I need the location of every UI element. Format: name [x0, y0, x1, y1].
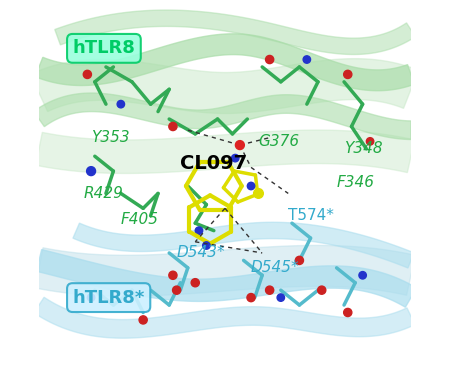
Circle shape — [83, 70, 91, 78]
Circle shape — [295, 256, 303, 264]
Circle shape — [169, 122, 177, 131]
Circle shape — [172, 286, 181, 294]
Circle shape — [169, 271, 177, 279]
Circle shape — [359, 272, 366, 279]
Circle shape — [202, 242, 210, 249]
Text: R429: R429 — [84, 186, 123, 201]
Circle shape — [303, 56, 310, 63]
Text: D543*: D543* — [177, 246, 225, 260]
Text: F405: F405 — [121, 212, 159, 227]
Text: D545*: D545* — [251, 260, 300, 275]
Circle shape — [235, 141, 244, 150]
Circle shape — [344, 308, 352, 317]
Text: Y353: Y353 — [91, 130, 130, 145]
Circle shape — [277, 294, 284, 301]
Text: T574*: T574* — [288, 208, 334, 223]
Polygon shape — [34, 297, 415, 338]
Circle shape — [86, 167, 95, 176]
Polygon shape — [35, 246, 415, 296]
Polygon shape — [34, 93, 411, 140]
Circle shape — [247, 294, 255, 302]
Text: hTLR8*: hTLR8* — [72, 289, 145, 307]
Polygon shape — [36, 130, 414, 173]
Polygon shape — [35, 34, 414, 91]
Text: CL097: CL097 — [180, 154, 248, 173]
Circle shape — [87, 294, 95, 301]
Circle shape — [266, 286, 274, 294]
Polygon shape — [73, 222, 414, 268]
Circle shape — [117, 100, 125, 108]
Circle shape — [318, 286, 326, 294]
Circle shape — [195, 227, 203, 234]
Circle shape — [248, 182, 255, 190]
Circle shape — [191, 279, 199, 287]
Circle shape — [344, 70, 352, 78]
Text: Y348: Y348 — [344, 141, 382, 156]
Polygon shape — [30, 59, 418, 113]
Text: G376: G376 — [258, 134, 300, 149]
Circle shape — [139, 316, 147, 324]
Polygon shape — [55, 10, 415, 55]
Circle shape — [366, 138, 374, 145]
Polygon shape — [36, 250, 417, 307]
Circle shape — [254, 189, 263, 198]
Text: F346: F346 — [337, 175, 374, 190]
Circle shape — [231, 154, 239, 162]
Circle shape — [266, 55, 274, 64]
Text: hTLR8: hTLR8 — [72, 39, 135, 57]
